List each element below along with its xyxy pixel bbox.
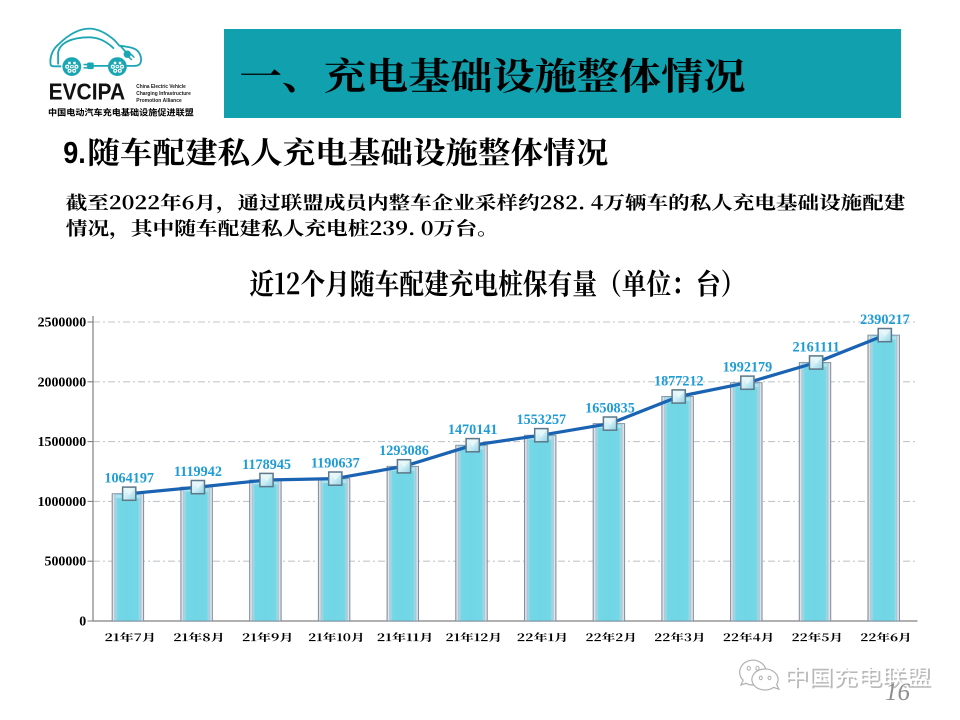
svg-text:1650835: 1650835 — [585, 400, 635, 416]
svg-text:500000: 500000 — [45, 555, 87, 570]
svg-text:2500000: 2500000 — [38, 316, 87, 331]
svg-text:Promotion Alliance: Promotion Alliance — [136, 98, 182, 104]
svg-text:1992179: 1992179 — [723, 360, 773, 376]
svg-text:1178945: 1178945 — [242, 457, 291, 473]
svg-text:2000000: 2000000 — [38, 375, 87, 390]
svg-text:9.: 9. — [63, 135, 86, 170]
svg-text:China Electric Vehicle: China Electric Vehicle — [136, 84, 186, 90]
svg-text:1190637: 1190637 — [311, 455, 360, 471]
svg-text:EVCIPA: EVCIPA — [49, 79, 126, 105]
svg-text:2390217: 2390217 — [860, 312, 910, 328]
svg-text:1293086: 1293086 — [379, 443, 429, 459]
svg-text:16: 16 — [885, 679, 911, 706]
svg-text:1000000: 1000000 — [38, 495, 87, 510]
svg-text:1470141: 1470141 — [448, 422, 498, 438]
svg-text:1500000: 1500000 — [38, 435, 87, 450]
svg-text:1877212: 1877212 — [654, 373, 704, 389]
svg-text:0: 0 — [79, 615, 86, 630]
svg-text:Charging Infrastructure: Charging Infrastructure — [136, 91, 191, 97]
svg-text:1553257: 1553257 — [516, 412, 566, 428]
svg-text:1064197: 1064197 — [104, 471, 154, 487]
svg-text:1119942: 1119942 — [174, 464, 222, 480]
svg-text:2161111: 2161111 — [792, 339, 839, 355]
